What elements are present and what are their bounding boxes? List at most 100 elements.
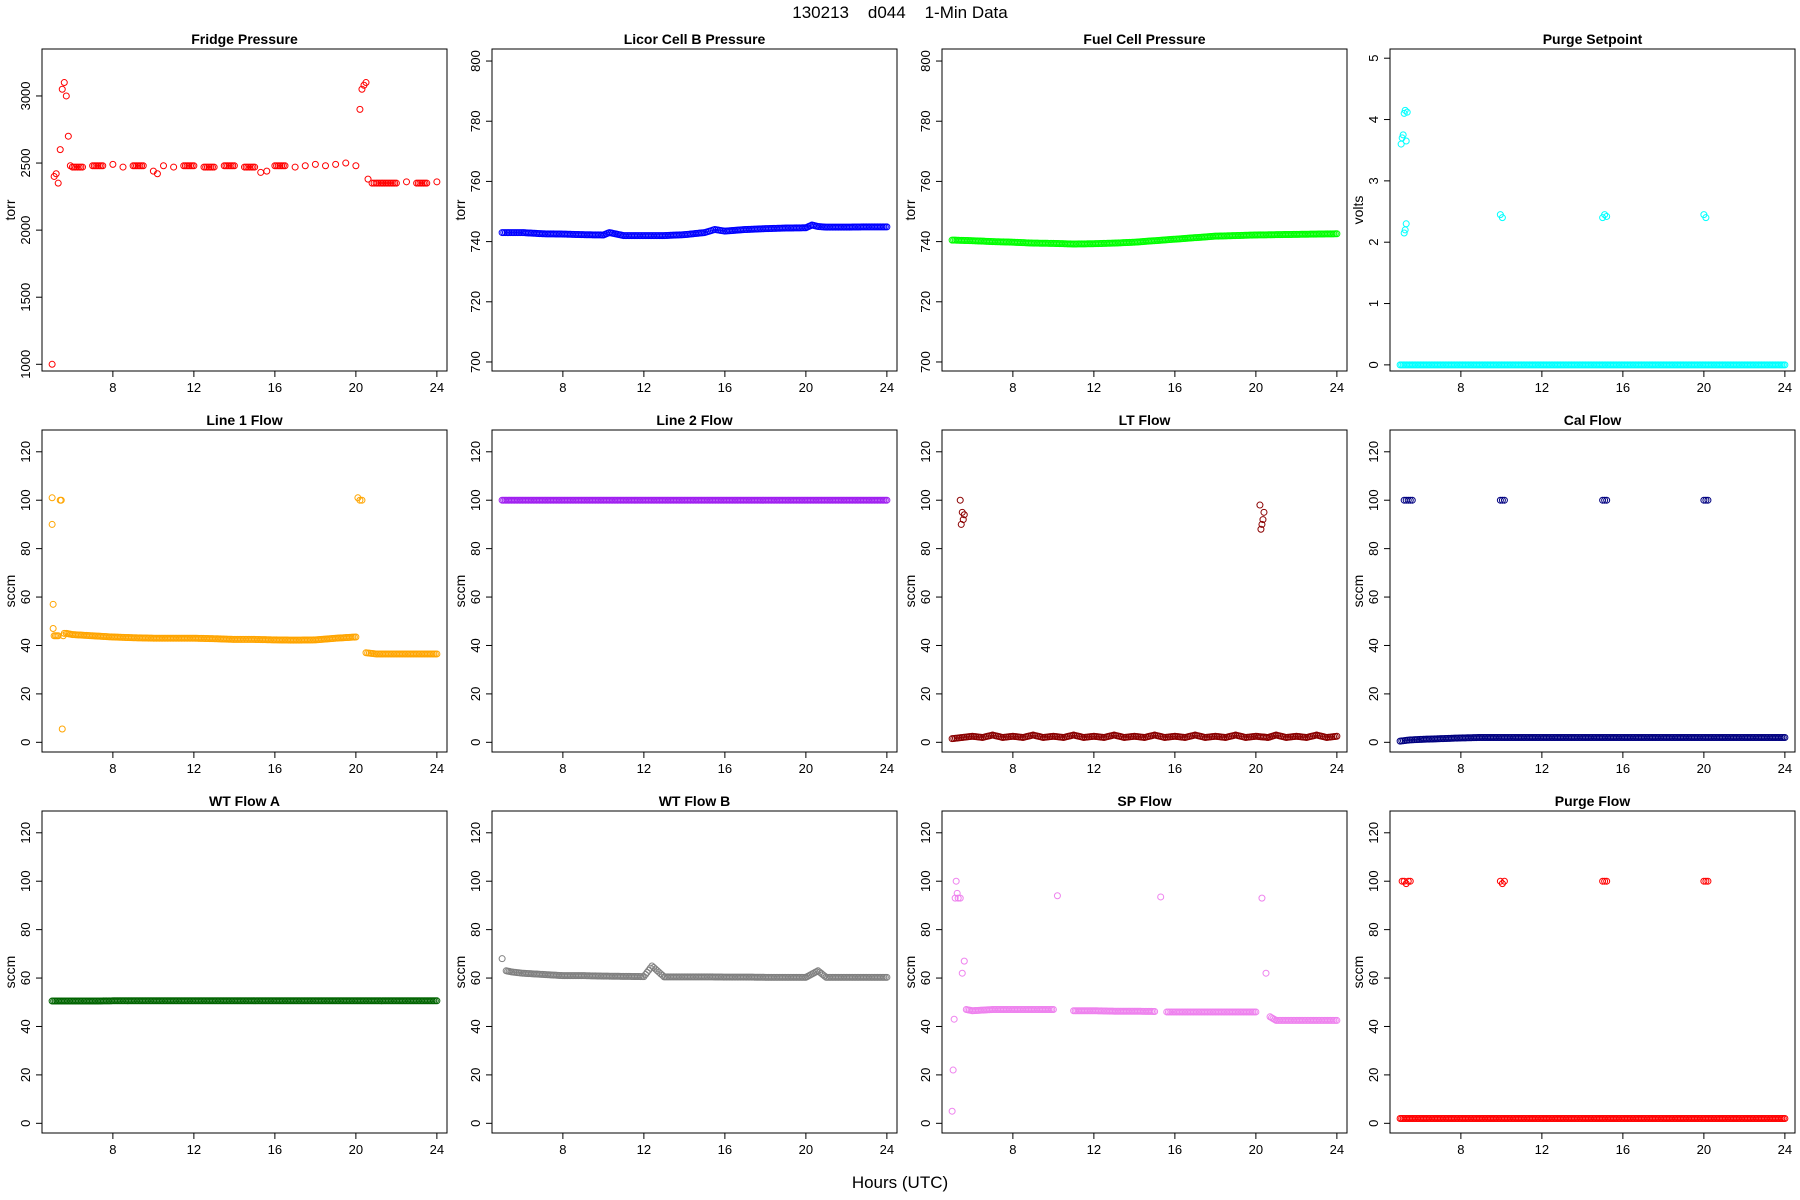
x-tick-label: 16 [1616, 1142, 1630, 1157]
y-axis-label: sccm [452, 956, 468, 989]
x-tick-label: 20 [1249, 1142, 1263, 1157]
y-tick-label: 2500 [18, 149, 33, 178]
data-point [1702, 214, 1710, 222]
data-point [1151, 1007, 1159, 1015]
x-tick-label: 16 [1616, 380, 1630, 395]
x-tick-label: 12 [637, 761, 651, 776]
data-point [58, 85, 66, 93]
data-point [1399, 131, 1407, 139]
y-tick-label: 40 [918, 1019, 933, 1033]
panel-title: Licor Cell B Pressure [624, 31, 766, 47]
y-tick-label: 120 [918, 822, 933, 844]
x-tick-label: 12 [187, 761, 201, 776]
data-point [356, 496, 364, 504]
data-point [62, 92, 70, 100]
data-point [950, 1015, 958, 1023]
x-tick-label: 12 [187, 1142, 201, 1157]
x-tick-label: 12 [187, 380, 201, 395]
plot-frame [491, 810, 898, 1134]
y-tick-label: 80 [918, 922, 933, 936]
series-points [48, 79, 441, 368]
y-tick-label: 0 [918, 1120, 933, 1127]
y-tick-label: 0 [1366, 739, 1381, 746]
data-point [959, 516, 967, 524]
y-tick-label: 740 [468, 231, 483, 253]
x-tick-label: 8 [1457, 761, 1464, 776]
data-point [48, 520, 56, 528]
y-tick-label: 60 [468, 971, 483, 985]
data-point [1500, 877, 1508, 885]
data-point [1402, 137, 1410, 145]
chart-panel: Licor Cell B Pressure torr 8 12 16 20 24 700 720… [452, 31, 898, 395]
data-point [1781, 733, 1789, 741]
y-axis-label: torr [902, 199, 918, 220]
data-point [1256, 501, 1264, 509]
data-point [1781, 361, 1789, 369]
chart-panel: Line 2 Flow sccm 8 12 16 20 24 0 20 40 60 80 100 120 [452, 412, 898, 776]
y-tick-label: 5 [1366, 55, 1381, 62]
data-point [646, 964, 654, 972]
series-points [948, 230, 1341, 248]
y-tick-label: 20 [918, 1068, 933, 1082]
y-tick-label: 120 [468, 441, 483, 463]
data-point [1704, 496, 1712, 504]
x-tick-label: 24 [430, 380, 444, 395]
data-point [311, 160, 319, 168]
data-point [1400, 109, 1408, 117]
data-point [370, 179, 378, 187]
y-tick-label: 80 [468, 541, 483, 555]
data-point [60, 629, 68, 637]
data-point [109, 160, 117, 168]
y-axis-label: sccm [2, 575, 18, 608]
y-tick-label: 1500 [18, 283, 33, 312]
data-point [58, 725, 66, 733]
x-tick-label: 20 [799, 761, 813, 776]
x-tick-label: 8 [559, 1142, 566, 1157]
y-axis-label: sccm [2, 956, 18, 989]
data-point [1704, 877, 1712, 885]
y-axis-label: torr [2, 199, 18, 220]
y-tick-label: 100 [1366, 870, 1381, 892]
y-tick-label: 100 [18, 489, 33, 511]
series-points [498, 955, 891, 981]
data-point [954, 894, 962, 902]
data-point [1333, 732, 1341, 740]
data-point [433, 997, 441, 1005]
x-tick-label: 16 [718, 761, 732, 776]
y-tick-label: 100 [918, 870, 933, 892]
x-tick-label: 24 [1778, 380, 1792, 395]
panel-title: WT Flow A [209, 793, 280, 809]
data-point [352, 162, 360, 170]
x-tick-label: 24 [1778, 761, 1792, 776]
plot-frame [491, 48, 898, 372]
data-point [433, 178, 441, 186]
x-tick-label: 24 [880, 761, 894, 776]
y-tick-label: 120 [1366, 822, 1381, 844]
data-point [1599, 496, 1607, 504]
data-point [352, 633, 360, 641]
data-point [79, 163, 86, 171]
x-tick-label: 24 [880, 380, 894, 395]
data-point [1702, 877, 1710, 885]
plot-frame [1389, 48, 1796, 372]
data-point [301, 162, 309, 170]
y-tick-label: 760 [468, 171, 483, 193]
y-tick-label: 3000 [18, 81, 33, 110]
x-tick-label: 16 [268, 380, 282, 395]
series-points [1396, 877, 1789, 1122]
data-point [119, 163, 127, 171]
panel-title: Fridge Pressure [191, 31, 298, 47]
data-point [1603, 212, 1611, 220]
data-point [1400, 229, 1408, 237]
data-point [291, 163, 299, 171]
panel-title: Cal Flow [1564, 412, 1622, 428]
y-tick-label: 120 [918, 441, 933, 463]
x-tick-label: 20 [349, 761, 363, 776]
plot-frame [941, 429, 1348, 753]
x-tick-label: 8 [1009, 1142, 1016, 1157]
y-tick-label: 3 [1366, 177, 1381, 184]
y-tick-label: 20 [18, 1068, 33, 1082]
data-point [1700, 877, 1708, 885]
